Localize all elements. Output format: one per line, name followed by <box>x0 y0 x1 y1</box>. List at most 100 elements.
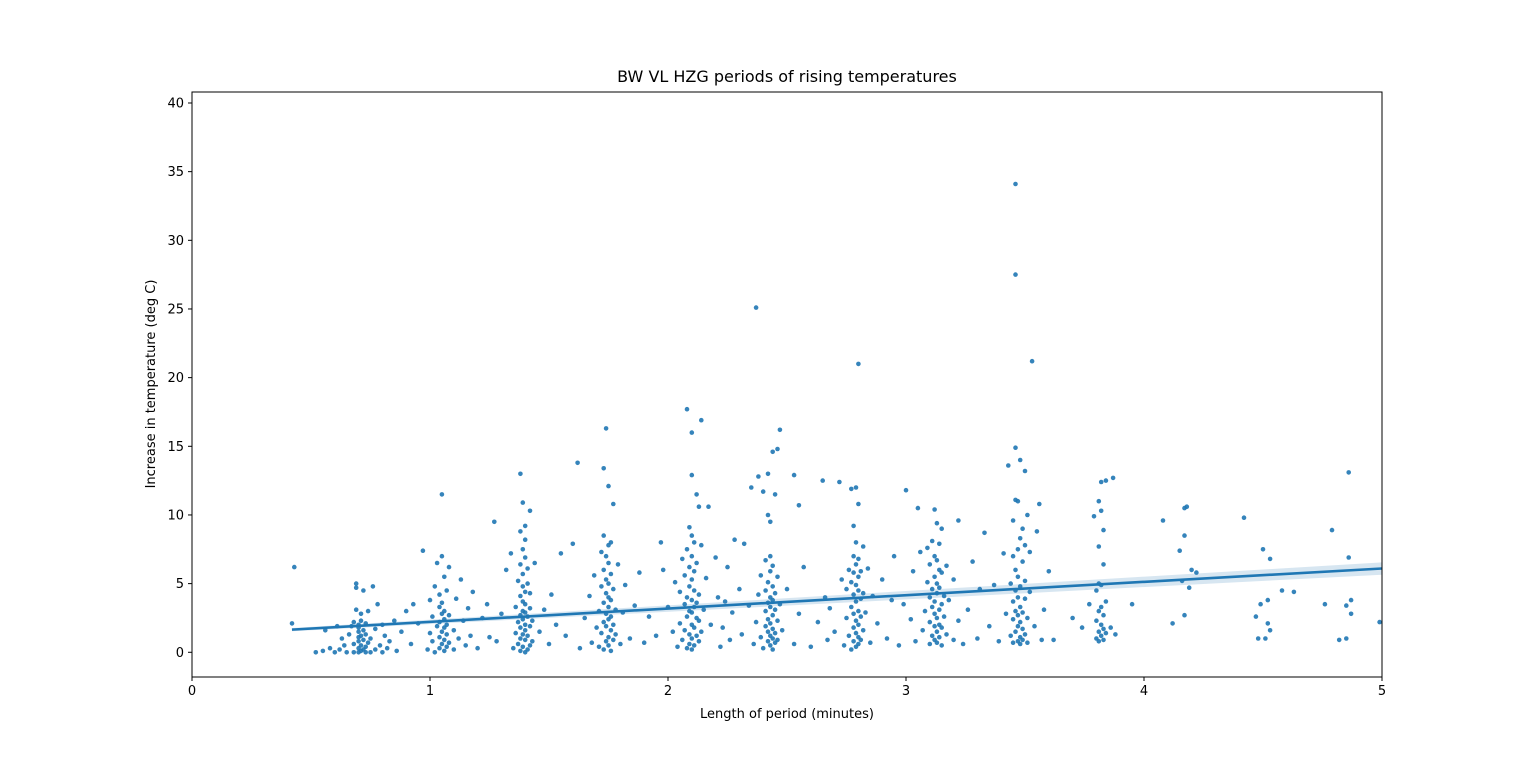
data-point <box>1079 625 1085 630</box>
data-point <box>1010 553 1016 559</box>
data-point <box>677 589 683 595</box>
data-point <box>1265 597 1271 603</box>
data-point <box>606 634 611 640</box>
data-point <box>520 571 526 577</box>
data-point <box>356 629 361 634</box>
data-point <box>432 584 438 589</box>
data-point <box>944 563 949 569</box>
data-point <box>889 597 894 603</box>
data-point <box>518 625 523 630</box>
data-point <box>444 632 450 637</box>
data-point <box>615 562 621 567</box>
data-point <box>599 549 604 555</box>
data-point <box>1010 599 1016 604</box>
data-point <box>741 541 747 547</box>
data-point <box>689 430 695 435</box>
data-point <box>599 630 604 636</box>
data-point <box>1253 614 1259 619</box>
data-point <box>525 647 530 652</box>
data-point <box>1182 612 1187 618</box>
data-point <box>932 574 937 580</box>
x-tick-label: 3 <box>902 684 910 699</box>
data-point <box>603 639 609 644</box>
data-point <box>323 628 328 633</box>
data-point <box>1025 512 1030 518</box>
data-point <box>1003 611 1009 617</box>
data-point <box>627 636 633 641</box>
data-point <box>365 608 371 614</box>
data-point <box>508 551 514 556</box>
data-point <box>934 629 940 634</box>
data-point <box>1032 623 1037 629</box>
data-point <box>358 633 364 639</box>
data-point <box>687 525 692 530</box>
data-point <box>320 648 326 654</box>
data-point <box>687 641 692 647</box>
data-point <box>1101 562 1106 567</box>
data-point <box>530 639 535 644</box>
data-point <box>772 630 778 636</box>
data-point <box>844 615 849 621</box>
data-point <box>691 569 697 574</box>
data-point <box>1022 578 1028 584</box>
y-tick-label: 0 <box>176 646 184 661</box>
data-point <box>691 643 697 648</box>
data-point <box>1015 498 1021 504</box>
data-point <box>494 639 499 644</box>
data-point <box>687 564 692 570</box>
data-point <box>991 582 997 588</box>
data-point <box>939 601 944 607</box>
data-point <box>522 589 528 595</box>
data-point <box>1013 181 1018 187</box>
data-point <box>527 623 533 629</box>
data-point <box>525 566 530 571</box>
data-point <box>856 361 861 367</box>
data-point <box>1110 475 1116 481</box>
data-point <box>1094 618 1099 623</box>
data-point <box>1037 501 1042 507</box>
data-point <box>682 573 687 578</box>
data-point <box>929 604 935 610</box>
data-point <box>1260 547 1266 552</box>
data-point <box>770 647 775 652</box>
data-point <box>439 629 445 634</box>
data-point <box>384 645 390 651</box>
data-point <box>373 647 378 652</box>
data-point <box>851 625 856 630</box>
data-point <box>768 519 773 525</box>
data-point <box>784 586 790 592</box>
data-point <box>765 629 771 634</box>
data-point <box>1020 610 1025 615</box>
data-point <box>965 607 971 612</box>
data-point <box>932 623 937 629</box>
data-point <box>927 562 933 567</box>
data-point <box>313 650 319 655</box>
data-point <box>1177 548 1182 553</box>
data-point <box>939 526 944 531</box>
data-point <box>1329 527 1335 533</box>
data-point <box>1096 544 1102 549</box>
data-point <box>1189 567 1194 573</box>
data-point <box>1020 559 1025 564</box>
data-point <box>1241 515 1247 520</box>
data-point <box>858 637 864 643</box>
data-point <box>796 611 802 617</box>
data-point <box>687 584 692 589</box>
data-point <box>1103 478 1109 483</box>
data-point <box>603 426 609 431</box>
data-point <box>337 647 342 652</box>
data-point <box>932 507 937 512</box>
y-axis: 0 5 10 15 20 25 30 35 40 <box>167 96 192 661</box>
data-point <box>525 581 530 586</box>
data-point <box>442 608 447 614</box>
data-point <box>1017 641 1023 647</box>
x-tick-label: 5 <box>1378 684 1386 699</box>
data-point <box>920 628 925 633</box>
data-point <box>934 520 940 526</box>
data-point <box>820 478 825 483</box>
data-point <box>1184 504 1190 510</box>
data-point <box>937 607 942 612</box>
data-point <box>1013 608 1018 614</box>
data-point <box>515 619 521 625</box>
data-point <box>511 645 516 651</box>
